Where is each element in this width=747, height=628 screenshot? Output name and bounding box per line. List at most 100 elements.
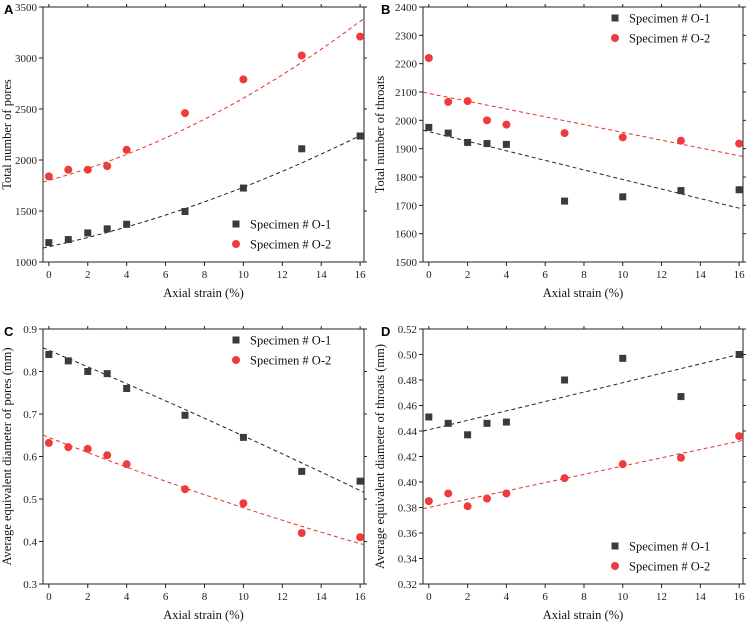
data-point-s1 xyxy=(444,419,452,427)
y-axis-label: Total number of throats xyxy=(373,76,387,194)
x-tick-label: 12 xyxy=(656,591,667,603)
data-point-s1 xyxy=(103,370,111,378)
y-tick-label: 0.3 xyxy=(23,579,37,591)
x-tick-label: 10 xyxy=(617,591,629,603)
data-point-s1 xyxy=(181,208,189,216)
y-tick-label: 0.44 xyxy=(398,426,418,438)
data-point-s2 xyxy=(103,162,112,171)
data-point-s1 xyxy=(123,220,131,228)
y-axis-label: Total number of pores xyxy=(0,79,14,190)
y-axis-label: Average equivalent diameter of pores (mm… xyxy=(0,347,14,565)
legend-label-1: Specimen # O-1 xyxy=(629,12,710,26)
panel-letter: C xyxy=(4,324,14,339)
legend-marker-2 xyxy=(232,240,240,248)
y-tick-label: 1900 xyxy=(395,144,418,156)
fit-line-2 xyxy=(43,434,364,546)
chart-panel-d: D 0 2 4 6 8 10 12 14 16 0.32 0.34 0.36 0.38 0.40 0.42 0.… xyxy=(373,324,746,622)
y-tick-label: 0.40 xyxy=(398,477,418,489)
data-point-s2 xyxy=(444,97,453,106)
y-tick-label: 1500 xyxy=(15,206,38,218)
legend-marker-2 xyxy=(611,562,619,570)
y-tick-label: 1700 xyxy=(395,200,418,212)
data-point-s1 xyxy=(425,123,433,131)
fit-line-1 xyxy=(43,133,364,249)
x-tick-label: 8 xyxy=(581,269,587,281)
data-point-s1 xyxy=(464,138,472,146)
x-tick-label: 10 xyxy=(617,269,629,281)
data-point-s1 xyxy=(677,187,685,195)
x-tick-label: 14 xyxy=(316,269,328,281)
x-tick-label: 6 xyxy=(163,591,169,603)
fit-line-1 xyxy=(423,353,743,432)
data-point-s2 xyxy=(44,172,53,181)
y-axis-label: Average equivalent diameter of throats (… xyxy=(373,344,387,569)
x-tick-label: 6 xyxy=(163,269,169,281)
data-point-s2 xyxy=(122,460,131,469)
data-point-s1 xyxy=(64,236,72,244)
x-tick-label: 16 xyxy=(734,269,746,281)
data-point-s1 xyxy=(677,393,685,401)
x-tick-label: 8 xyxy=(202,591,208,603)
y-tick-label: 0.4 xyxy=(23,537,37,549)
x-tick-label: 6 xyxy=(542,591,548,603)
legend-marker-1 xyxy=(232,336,240,344)
y-tick-label: 3500 xyxy=(15,2,38,14)
plot-frame xyxy=(42,6,365,263)
y-tick-label: 0.36 xyxy=(398,528,418,540)
data-point-s2 xyxy=(239,499,248,508)
y-tick-label: 1500 xyxy=(395,257,418,269)
chart-panel-b: B 0 2 4 6 8 10 12 14 16 1500 1600 1700 1800 1900 2000 21… xyxy=(373,2,746,300)
y-tick-label: 0.38 xyxy=(398,503,418,515)
data-point-s2 xyxy=(44,438,53,447)
x-tick-label: 2 xyxy=(465,269,471,281)
data-point-s2 xyxy=(181,485,190,494)
y-tick-label: 1800 xyxy=(395,172,418,184)
data-point-s2 xyxy=(463,502,472,511)
x-tick-label: 4 xyxy=(124,269,130,281)
x-tick-label: 8 xyxy=(581,591,587,603)
data-point-s1 xyxy=(735,351,743,358)
y-tick-label: 0.6 xyxy=(23,452,37,464)
data-point-s1 xyxy=(483,140,491,148)
y-tick-label: 2500 xyxy=(15,104,38,116)
data-point-s1 xyxy=(425,413,433,421)
x-tick-label: 4 xyxy=(504,269,510,281)
y-tick-label: 2100 xyxy=(395,87,418,99)
data-point-s1 xyxy=(298,467,306,475)
data-point-s1 xyxy=(239,433,247,441)
x-tick-label: 12 xyxy=(277,269,288,281)
data-point-s2 xyxy=(83,165,92,174)
plot-frame xyxy=(422,6,744,263)
data-point-s2 xyxy=(502,489,511,498)
x-tick-label: 0 xyxy=(46,591,52,603)
data-point-s2 xyxy=(356,32,365,41)
data-point-s2 xyxy=(424,497,433,506)
x-tick-label: 0 xyxy=(426,591,432,603)
data-point-s2 xyxy=(356,533,365,542)
x-axis-label: Axial strain (%) xyxy=(163,608,244,622)
y-tick-label: 0.34 xyxy=(398,554,418,566)
x-tick-label: 6 xyxy=(542,269,548,281)
data-point-s2 xyxy=(103,451,112,460)
x-tick-label: 0 xyxy=(426,269,432,281)
y-tick-label: 2000 xyxy=(395,115,418,127)
y-tick-label: 1000 xyxy=(15,257,38,269)
data-point-s2 xyxy=(297,529,306,537)
y-tick-label: 2000 xyxy=(15,155,38,167)
y-tick-label: 2200 xyxy=(395,59,418,71)
fit-line-1 xyxy=(43,347,364,493)
x-tick-label: 8 xyxy=(202,269,208,281)
data-point-s1 xyxy=(84,368,92,375)
data-point-s1 xyxy=(444,129,452,137)
legend-label-2: Specimen # O-2 xyxy=(250,238,331,252)
x-tick-label: 4 xyxy=(124,591,130,603)
data-point-s2 xyxy=(122,145,131,154)
legend-label-2: Specimen # O-2 xyxy=(250,354,331,368)
x-axis-label: Axial strain (%) xyxy=(543,608,624,622)
data-point-s2 xyxy=(735,432,744,441)
legend-label-1: Specimen # O-1 xyxy=(629,540,710,554)
data-point-s1 xyxy=(181,411,189,419)
fit-line-1 xyxy=(423,129,743,210)
legend-marker-1 xyxy=(232,220,240,228)
fit-line-2 xyxy=(423,439,743,510)
